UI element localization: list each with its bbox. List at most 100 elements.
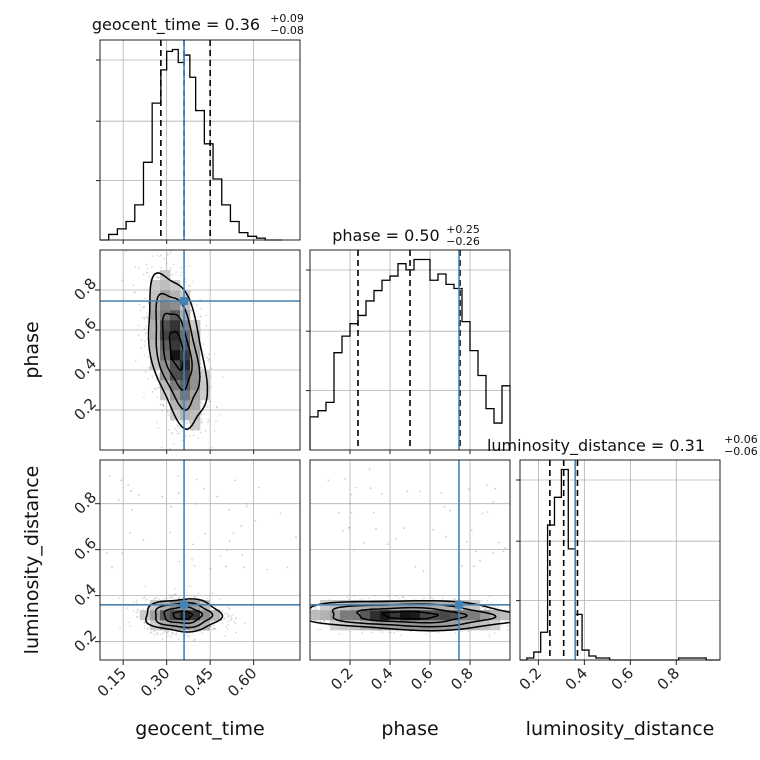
sample-point xyxy=(153,630,155,632)
sample-point xyxy=(125,250,128,253)
sample-point xyxy=(186,632,189,635)
sample-point xyxy=(163,630,166,632)
sample-point xyxy=(185,421,188,424)
y-axis-label-phase: phase xyxy=(21,321,43,378)
x-tick-label-phase: 0.8 xyxy=(447,664,477,694)
sample-point xyxy=(142,608,144,611)
sample-point xyxy=(166,409,169,412)
sample-point xyxy=(395,595,398,597)
panel-frame xyxy=(99,249,301,451)
title-geocent_time: geocent_time = 0.36 +0.09−0.08 xyxy=(92,12,304,37)
density-cell xyxy=(370,620,381,631)
sample-point xyxy=(308,610,310,612)
density-cell xyxy=(200,390,211,401)
sample-point xyxy=(209,420,211,422)
sample-point xyxy=(171,631,173,634)
sample-point xyxy=(224,617,226,620)
sample-point xyxy=(530,619,532,621)
sample-point xyxy=(193,434,195,437)
sample-point xyxy=(226,549,229,552)
sample-point xyxy=(486,511,489,513)
sample-point xyxy=(226,620,229,623)
sample-point xyxy=(161,446,163,449)
sample-point xyxy=(202,404,204,407)
sample-point xyxy=(386,543,389,546)
sample-point xyxy=(211,620,213,623)
sample-point xyxy=(144,297,147,300)
sample-point xyxy=(517,622,519,624)
sample-point xyxy=(224,634,227,637)
title-phase: phase = 0.50 +0.25−0.26 xyxy=(332,223,480,248)
density-cell xyxy=(180,360,191,371)
density-cell xyxy=(190,350,201,361)
sample-point xyxy=(169,594,171,597)
sample-point xyxy=(129,531,131,534)
sample-point xyxy=(206,404,209,407)
sample-point xyxy=(175,632,178,635)
sample-point xyxy=(226,628,229,630)
sample-point xyxy=(286,566,289,569)
density-cell xyxy=(160,280,171,291)
y-tick-label-phase: 0.6 xyxy=(70,314,100,344)
density-cell xyxy=(440,620,451,631)
sample-point xyxy=(283,617,285,619)
sample-point xyxy=(202,487,205,490)
sample-point xyxy=(111,566,113,569)
sample-point xyxy=(188,585,191,588)
sample-point xyxy=(157,387,160,389)
y-tick-label-luminosity_distance: 0.4 xyxy=(70,580,100,610)
sample-point xyxy=(522,625,524,627)
sample-point xyxy=(203,354,206,356)
sample-point xyxy=(170,274,173,276)
sample-point xyxy=(145,263,148,266)
sample-point xyxy=(234,622,237,625)
sample-point xyxy=(188,285,191,288)
contour-line xyxy=(310,599,510,632)
sample-point xyxy=(210,625,212,628)
sample-point xyxy=(323,621,326,623)
sample-point xyxy=(475,550,477,553)
density-cell xyxy=(180,340,191,351)
sample-point xyxy=(118,499,120,502)
y-tick-label-phase: 0.4 xyxy=(70,354,100,384)
sample-point xyxy=(156,277,159,279)
sample-point xyxy=(227,615,229,618)
sample-point xyxy=(126,607,128,609)
density-cell xyxy=(360,620,371,631)
sample-point xyxy=(140,309,142,312)
sample-point xyxy=(284,608,286,610)
sample-point xyxy=(184,278,187,280)
sample-point xyxy=(406,490,409,493)
sample-point xyxy=(171,597,174,599)
sample-point xyxy=(437,631,440,634)
sample-point xyxy=(515,619,517,621)
sample-point xyxy=(472,565,475,568)
sample-point xyxy=(207,358,210,360)
sample-point xyxy=(142,539,145,541)
sample-point xyxy=(212,624,215,627)
sample-point xyxy=(195,478,198,481)
density-cell xyxy=(420,610,431,621)
sample-point xyxy=(302,621,304,623)
sample-point xyxy=(506,625,509,627)
sample-point xyxy=(350,511,353,514)
sample-point xyxy=(158,271,161,273)
sample-point xyxy=(480,600,483,602)
sample-point xyxy=(516,607,518,609)
sample-point xyxy=(165,597,167,599)
density-cell xyxy=(340,610,351,621)
sample-point xyxy=(168,476,170,478)
sample-point xyxy=(134,291,136,294)
sample-point xyxy=(156,387,158,389)
sample-point xyxy=(143,344,146,347)
density-cell xyxy=(170,400,181,411)
density-cell xyxy=(170,340,181,351)
sample-point xyxy=(213,430,216,432)
sample-point xyxy=(147,356,149,358)
sample-point xyxy=(287,615,289,617)
sample-point xyxy=(228,614,231,617)
sample-point xyxy=(205,325,208,327)
sample-point xyxy=(445,535,448,538)
density-cell xyxy=(460,620,471,631)
density-cell xyxy=(170,370,181,381)
